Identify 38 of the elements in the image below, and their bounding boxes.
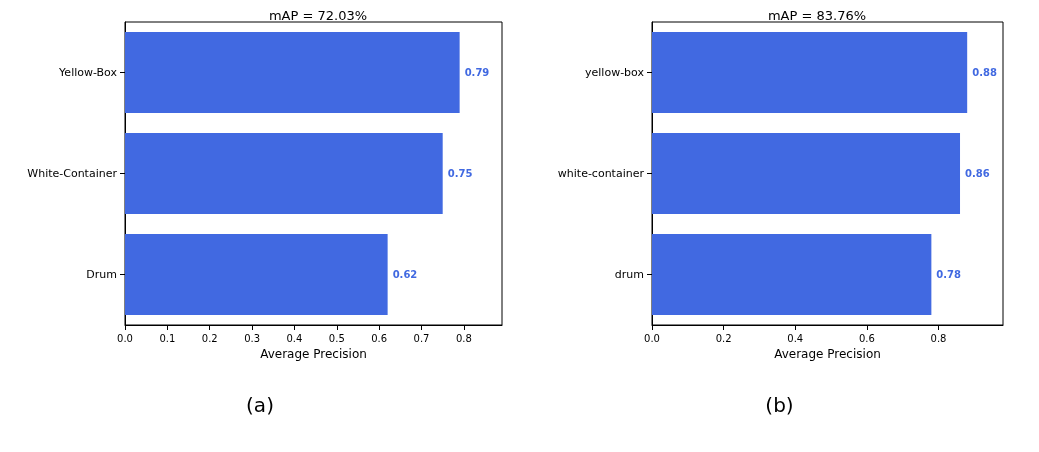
data-label: 0.75	[447, 168, 473, 179]
text: (b)	[765, 393, 794, 417]
text: (a)	[246, 393, 274, 417]
chart-title: mAP = 72.03%	[268, 8, 368, 23]
data-label: 0.78	[936, 269, 962, 280]
data-label: 0.79	[464, 67, 490, 78]
x-tick-label: 0.4	[286, 332, 303, 344]
x-tick-label: 0.0	[117, 332, 133, 344]
x-tick-label: 0.5	[328, 332, 345, 344]
x-tick-label: 0.8	[930, 332, 947, 344]
x-tick-label: 0.2	[201, 332, 218, 344]
data-label: 0.86	[965, 168, 990, 179]
y-tick-label: Drum	[86, 268, 117, 281]
x-tick-label: 0.4	[787, 332, 804, 344]
bar	[652, 234, 932, 315]
x-tick-label: 0.6	[371, 332, 388, 344]
y-tick-label: white-container	[557, 167, 645, 180]
data-label: 0.62	[392, 269, 418, 280]
x-tick-label: 0.1	[159, 332, 176, 344]
x-tick-label: 0.2	[715, 332, 732, 344]
chart-title: mAP = 83.76%	[767, 8, 867, 23]
y-tick-label: drum	[614, 268, 644, 281]
y-tick-label: yellow-box	[585, 66, 645, 79]
bar	[652, 32, 968, 113]
bar	[125, 234, 388, 315]
x-axis-title: Average Precision	[774, 346, 881, 361]
x-axis-title: Average Precision	[260, 346, 367, 361]
x-tick-label: 0.7	[413, 332, 430, 344]
data-label: 0.88	[972, 67, 997, 78]
bar	[125, 133, 443, 214]
x-tick-label: 0.0	[644, 332, 660, 344]
bar	[125, 32, 460, 113]
x-tick-label: 0.3	[244, 332, 261, 344]
y-tick-label: Yellow-Box	[58, 66, 118, 79]
x-tick-label: 0.6	[858, 332, 875, 344]
bar	[652, 133, 961, 214]
x-tick-label: 0.8	[455, 332, 472, 344]
y-tick-label: White-Container	[27, 167, 118, 180]
